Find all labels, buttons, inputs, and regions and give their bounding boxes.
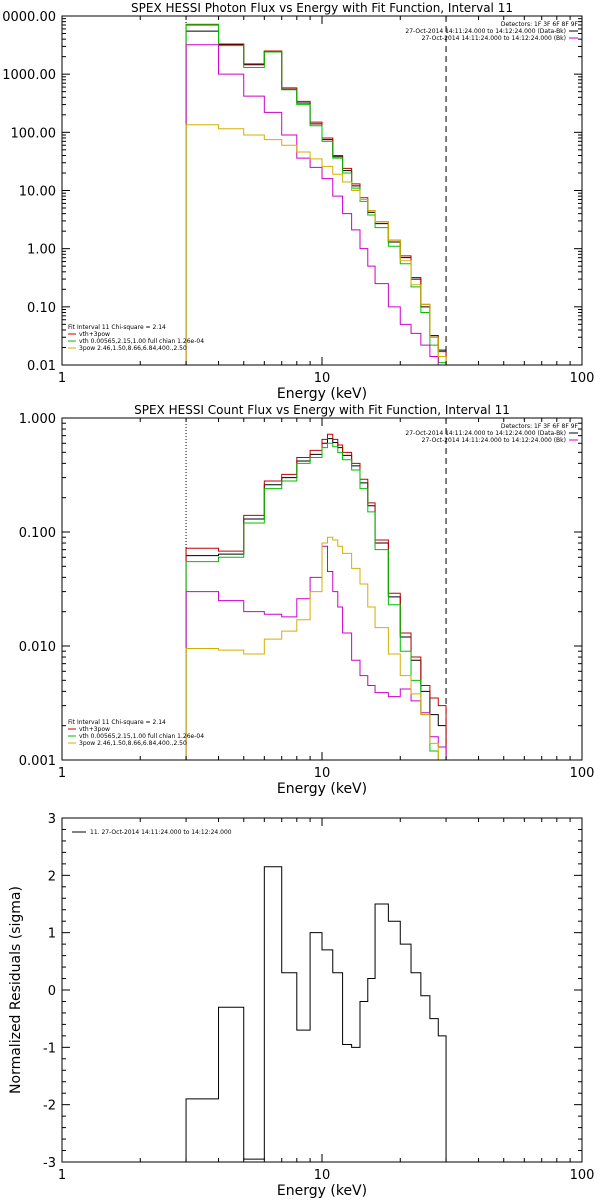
y-tick-label: -1 [43, 1041, 56, 1056]
chart-panel-2: SPEX HESSI Count Flux vs Energy with Fit… [19, 403, 595, 797]
series-line-5 [185, 536, 447, 761]
x-tick-label: 100 [570, 766, 595, 781]
x-tick-label: 10 [314, 371, 331, 386]
series-line-4 [185, 44, 447, 366]
series-line-2 [185, 433, 447, 760]
legend-component-entry: vth+3pow [79, 726, 110, 733]
legend-interval-entry: 27-Oct-2014 14:11:24.000 to 14:12:24.000… [405, 28, 566, 35]
series-line-1 [185, 438, 447, 760]
y-tick-label: 0.01 [27, 359, 56, 374]
y-axis-label: Normalized Residuals (sigma) [8, 886, 24, 1094]
chart-panel-3: 1 10 100 -3 -2 -1 0 1 2 3 Energy (keV) Normalized R… [8, 812, 594, 1199]
y-tick-label: 0.10 [27, 301, 56, 316]
legend-interval-entry: 27-Oct-2014 14:11:24.000 to 14:12:24.000… [422, 35, 566, 42]
series-line-4 [185, 545, 447, 760]
x-tick-label: 100 [570, 1168, 595, 1183]
y-tick-label: 2 [48, 869, 56, 884]
plot-frame [61, 817, 583, 1163]
series-line-3 [185, 23, 447, 365]
series-line-2 [185, 24, 447, 365]
series-line-3 [185, 442, 447, 761]
chart-panel-1: SPEX HESSI Photon Flux vs Energy with Fi… [2, 1, 594, 402]
legend-component-entry: vth+3pow [79, 331, 110, 338]
chart-title: SPEX HESSI Count Flux vs Energy with Fit… [134, 403, 510, 417]
y-tick-label: -3 [43, 1156, 56, 1171]
chart-title: SPEX HESSI Photon Flux vs Energy with Fi… [131, 1, 513, 15]
x-axis-label: Energy (keV) [277, 386, 367, 402]
legend-component-entry: vth 0.00565,2.15,1.00 full chian 1.26e-0… [79, 733, 204, 740]
legend-fit-info: Fit Interval 11 Chi-square = 2.14 [68, 719, 166, 726]
x-axis-label: Energy (keV) [277, 781, 367, 797]
series-line-5 [185, 124, 447, 365]
y-tick-label: 1 [48, 927, 56, 942]
x-tick-label: 100 [570, 371, 595, 386]
y-tick-label: 0000.00 [2, 10, 56, 25]
legend-interval-entry: 27-Oct-2014 14:11:24.000 to 14:12:24.000… [422, 437, 566, 444]
x-tick-label: 10 [314, 766, 331, 781]
legend-interval-entry: 11. 27-Oct-2014 14:11:24.000 to 14:12:24… [90, 829, 232, 836]
legend-fit-info: Fit Interval 11 Chi-square = 2.14 [68, 324, 166, 331]
x-tick-label: 1 [58, 766, 66, 781]
y-tick-label: 1.000 [19, 412, 56, 427]
y-tick-label: 0 [48, 984, 56, 999]
y-tick-label: -2 [43, 1099, 56, 1114]
legend-component-entry: 3pow 2.46,1.50,8.66,6.84,400.,2.50 [79, 345, 187, 352]
plot-frame [61, 15, 583, 366]
series-line-1 [185, 30, 447, 365]
y-tick-label: 3 [48, 812, 56, 827]
y-tick-label: 0.001 [19, 754, 56, 769]
x-tick-label: 1 [58, 371, 66, 386]
x-tick-label: 1 [58, 1168, 66, 1183]
y-tick-label: 1.00 [27, 243, 56, 258]
legend-interval-entry: 27-Oct-2014 14:11:24.000 to 14:12:24.000… [405, 430, 566, 437]
series-line-1 [185, 866, 447, 1162]
legend-component-entry: vth 0.00565,2.15,1.00 full chian 1.26e-0… [79, 338, 204, 345]
legend-component-entry: 3pow 2.46,1.50,8.66,6.84,400.,2.50 [79, 740, 187, 747]
y-tick-label: 10.00 [19, 185, 56, 200]
y-tick-label: 0.010 [19, 640, 56, 655]
legend-detectors: Detectors: 1F 3F 6F 8F 9F [501, 423, 579, 430]
legend-detectors: Detectors: 1F 3F 6F 8F 9F [501, 21, 579, 28]
y-tick-label: 0.100 [19, 526, 56, 541]
y-tick-label: 1000.00 [2, 68, 56, 83]
y-tick-label: 100.00 [11, 126, 57, 141]
x-tick-label: 10 [314, 1168, 331, 1183]
x-axis-label: Energy (keV) [277, 1183, 367, 1199]
